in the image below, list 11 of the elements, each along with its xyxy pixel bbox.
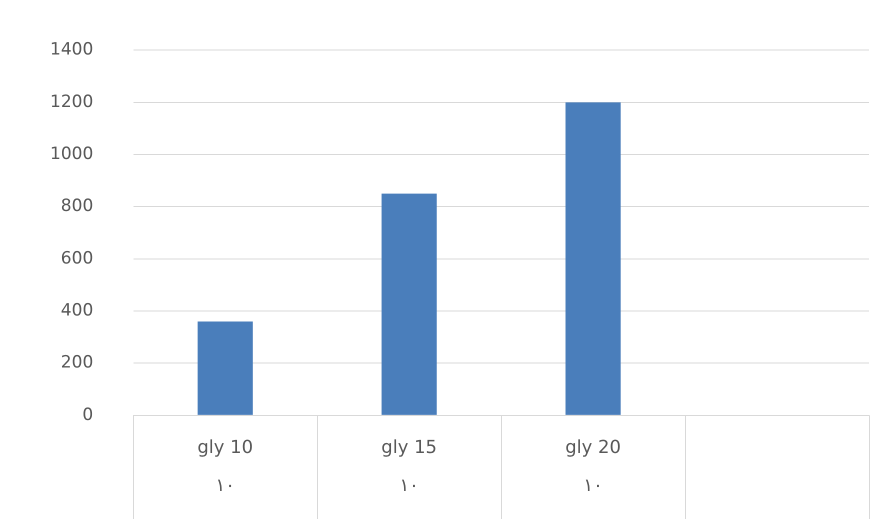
bar (382, 194, 437, 415)
y-tick-label: 200 (60, 352, 94, 373)
y-tick-label: 400 (60, 300, 94, 320)
y-tick-label: 800 (60, 196, 94, 216)
bar (566, 102, 621, 415)
y-tick-label: 1400 (50, 40, 94, 60)
y-tick-label: 1200 (50, 92, 94, 112)
bar (198, 321, 253, 415)
y-tick-label: 0 (82, 404, 94, 425)
y-tick-label: 1000 (50, 144, 94, 164)
y-tick-label: 600 (60, 248, 94, 268)
